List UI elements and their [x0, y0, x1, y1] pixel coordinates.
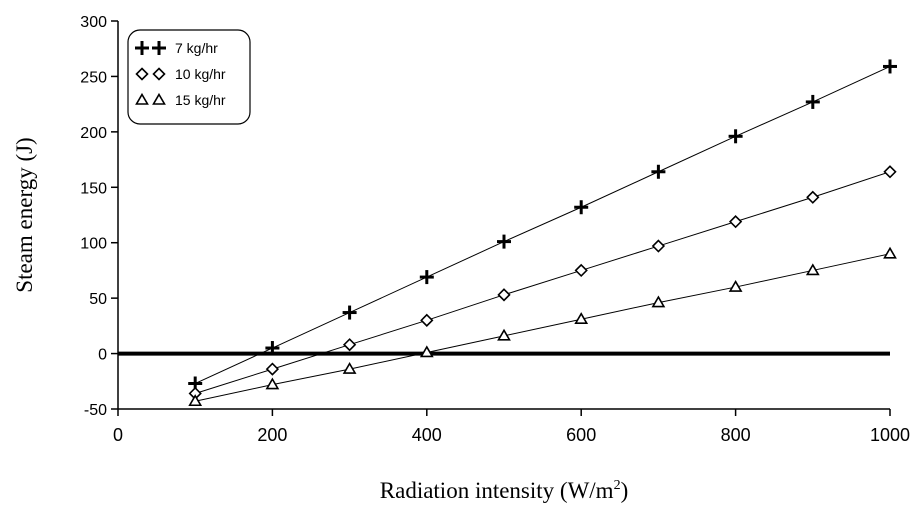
data-point: [574, 312, 589, 325]
data-point: [188, 394, 203, 407]
x-axis-title: Radiation intensity (W/m2): [380, 478, 628, 503]
x-tick-label: 0: [113, 425, 123, 445]
y-axis-title: Steam energy (J): [12, 137, 37, 292]
data-point: [883, 246, 897, 259]
legend-marker: [152, 67, 166, 81]
y-tick-label: 0: [98, 347, 107, 364]
series-line: [195, 253, 891, 402]
data-point: [728, 279, 743, 292]
y-tick-label: 150: [80, 180, 107, 197]
x-axis-title-main: Radiation intensity (W/m: [380, 478, 614, 503]
y-tick-label: 200: [80, 125, 107, 142]
data-point: [574, 200, 589, 215]
data-point: [806, 190, 820, 204]
x-tick-label: 800: [721, 425, 751, 445]
data-point: [265, 362, 280, 376]
data-point: [265, 377, 280, 390]
data-point: [497, 234, 511, 249]
x-tick-label: 200: [257, 425, 287, 445]
legend-marker: [135, 67, 149, 81]
data-point: [497, 328, 511, 341]
data-point: [651, 295, 666, 308]
x-tick-label: 600: [566, 425, 596, 445]
series-line: [195, 171, 891, 394]
y-tick-label: 50: [89, 291, 107, 308]
legend: 7 kg/hr 10 kg/hr 15 kg/hr: [127, 29, 251, 125]
data-point: [574, 263, 588, 278]
data-point: [883, 165, 897, 179]
data-point: [651, 164, 666, 179]
legend-marker: [135, 41, 149, 55]
data-point: [497, 288, 511, 302]
data-point: [419, 345, 434, 358]
series-layer: [188, 59, 897, 407]
x-axis-title-superscript: 2: [614, 478, 621, 493]
legend-label: 7 kg/hr: [175, 40, 218, 56]
data-point: [805, 263, 820, 276]
legend-label: 10 kg/hr: [175, 66, 226, 82]
data-point: [883, 59, 897, 74]
y-tick-label: -50: [84, 402, 107, 419]
legend-label: 15 kg/hr: [175, 92, 226, 108]
data-point: [419, 270, 434, 285]
legend-marker: [152, 92, 166, 105]
series-1: [188, 165, 897, 401]
data-point: [342, 305, 357, 320]
data-point: [728, 215, 743, 229]
data-point: [728, 129, 743, 144]
legend-marker: [135, 92, 149, 105]
x-tick-label: 400: [412, 425, 442, 445]
x-axis-title-end: ): [621, 478, 629, 503]
series-2: [188, 246, 897, 407]
y-tick-label: 250: [80, 69, 107, 86]
series-line: [194, 65, 891, 384]
y-tick-label: 300: [80, 14, 107, 31]
data-point: [265, 341, 280, 356]
legend-marker: [152, 41, 166, 55]
data-point: [805, 94, 820, 109]
data-point: [420, 313, 434, 327]
data-point: [342, 361, 357, 374]
axes: 300 250 200 150 100 50 0 -50 0 200 400 600 800 1000: [80, 14, 910, 445]
data-point: [651, 239, 666, 253]
y-tick-label: 100: [80, 236, 107, 253]
x-tick-label: 1000: [870, 425, 910, 445]
data-point: [342, 338, 357, 352]
series-0: [188, 59, 897, 391]
